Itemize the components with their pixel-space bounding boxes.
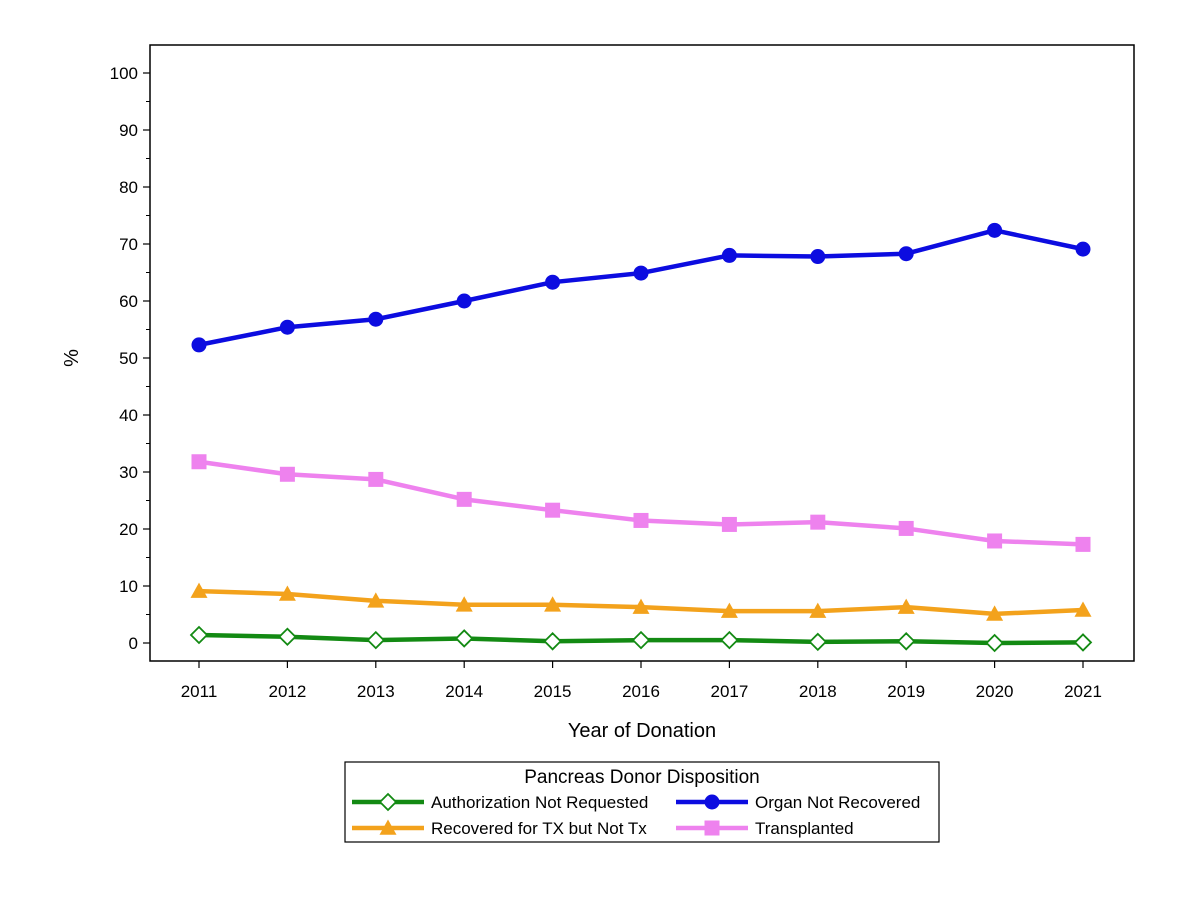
data-point <box>191 337 207 353</box>
data-point <box>986 605 1004 621</box>
data-point <box>366 630 386 650</box>
data-point <box>808 632 828 652</box>
x-tick-label: 2012 <box>268 682 306 701</box>
legend-swatch-marker <box>379 819 397 835</box>
x-tick-label: 2011 <box>181 682 218 701</box>
series-authorization-not-requested <box>189 625 1093 653</box>
y-tick-label: 90 <box>119 121 138 140</box>
x-tick-label: 2020 <box>976 682 1014 701</box>
plot-frame <box>149 44 1135 662</box>
series-organ-not-recovered <box>191 222 1091 353</box>
y-tick-label: 50 <box>119 349 138 368</box>
x-axis: 2011 2012 2013 2014 2015 2016 2017 2018 2019 2020… <box>181 661 1102 701</box>
data-point <box>190 582 208 598</box>
data-point <box>985 633 1004 653</box>
x-tick-label: 2018 <box>799 682 837 701</box>
data-point <box>544 596 562 612</box>
data-point <box>633 265 649 281</box>
data-point <box>896 632 916 651</box>
legend-item: Organ Not Recovered <box>676 793 920 812</box>
data-point <box>897 598 915 614</box>
data-point <box>632 598 650 614</box>
data-point <box>278 585 296 601</box>
series-line <box>196 228 1086 348</box>
y-tick-label: 60 <box>119 292 138 311</box>
series-layer <box>189 222 1093 653</box>
legend: Pancreas Donor Disposition Authorization… <box>344 761 940 843</box>
data-point <box>810 249 826 265</box>
data-point <box>721 247 737 263</box>
data-point <box>455 596 473 612</box>
data-point <box>898 520 914 536</box>
legend-label: Organ Not Recovered <box>755 793 920 812</box>
x-tick-label: 2021 <box>1064 682 1102 701</box>
data-point <box>278 627 297 647</box>
y-tick-label: 40 <box>119 406 138 425</box>
x-tick-label: 2013 <box>357 682 395 701</box>
y-tick-label: 30 <box>119 463 138 482</box>
y-tick-label: 80 <box>119 178 138 197</box>
data-point <box>368 471 384 487</box>
data-point <box>987 222 1003 238</box>
legend-swatch-marker <box>704 794 720 810</box>
data-point <box>367 592 385 608</box>
legend-item: Transplanted <box>676 819 854 838</box>
x-tick-label: 2016 <box>622 682 660 701</box>
y-tick-label: 20 <box>119 520 138 539</box>
legend-swatch-marker <box>704 820 720 836</box>
x-tick-label: 2015 <box>534 682 572 701</box>
legend-label: Authorization Not Requested <box>431 793 648 812</box>
y-axis-title: % <box>61 349 83 367</box>
legend-label: Recovered for TX but Not Tx <box>431 819 647 838</box>
x-axis-title: Year of Donation <box>568 720 716 742</box>
data-point <box>631 630 651 650</box>
data-point <box>543 632 562 651</box>
legend-items: Authorization Not Requested Organ Not Rec… <box>352 792 920 838</box>
legend-box <box>344 761 940 843</box>
data-point <box>1075 536 1091 552</box>
data-point <box>720 630 739 650</box>
y-tick-label: 70 <box>119 235 138 254</box>
data-point <box>898 246 914 262</box>
data-point <box>279 466 295 482</box>
data-point <box>1074 601 1092 617</box>
data-point <box>545 274 561 290</box>
data-point <box>279 319 295 335</box>
series-recovered-for-tx-but-not-tx <box>190 582 1092 621</box>
y-tick-label: 10 <box>119 577 138 596</box>
x-tick-label: 2014 <box>445 682 483 701</box>
legend-swatch-marker <box>378 792 398 812</box>
data-point <box>633 512 649 528</box>
data-point <box>720 602 738 618</box>
series-transplanted <box>191 454 1091 552</box>
data-point <box>368 311 384 327</box>
data-point <box>1075 241 1091 257</box>
x-tick-label: 2017 <box>710 682 748 701</box>
data-point <box>545 502 561 518</box>
legend-label: Transplanted <box>755 819 854 838</box>
data-point <box>454 629 474 648</box>
y-axis: 0 10 20 30 40 50 60 70 80 90 100 <box>110 64 150 653</box>
data-point <box>189 625 209 645</box>
data-point <box>721 516 737 532</box>
data-point <box>191 454 207 470</box>
legend-item: Recovered for TX but Not Tx <box>352 819 647 838</box>
data-point <box>1073 633 1093 652</box>
data-point <box>809 602 827 618</box>
data-point <box>987 533 1003 549</box>
data-point <box>456 293 472 309</box>
legend-title: Pancreas Donor Disposition <box>524 767 760 788</box>
y-tick-label: 0 <box>129 634 138 653</box>
y-tick-label: 100 <box>110 64 138 83</box>
legend-item: Authorization Not Requested <box>352 792 648 812</box>
data-point <box>456 491 472 507</box>
data-point <box>810 514 826 530</box>
series-line <box>196 459 1086 547</box>
x-tick-label: 2019 <box>887 682 925 701</box>
